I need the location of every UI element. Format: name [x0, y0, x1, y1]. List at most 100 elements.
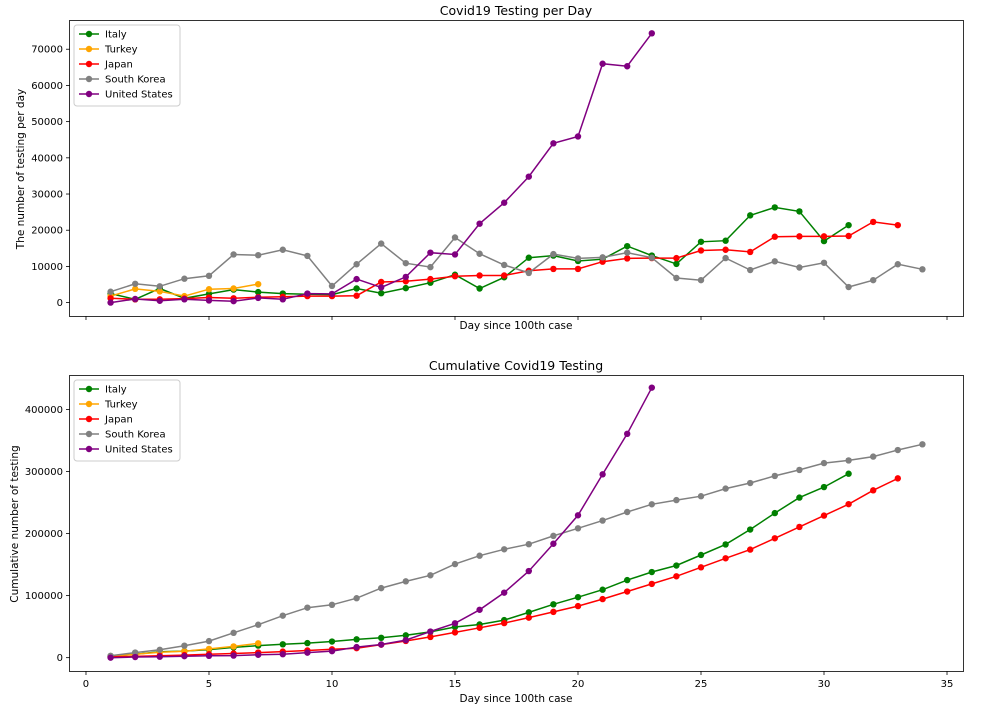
top-point-italy [771, 204, 779, 211]
top-chart-series [107, 30, 926, 306]
top-point-united-states [525, 173, 533, 180]
bottom-ytick-label: 200000 [25, 529, 63, 540]
top-point-south-korea [500, 261, 508, 269]
top-point-south-korea [181, 275, 188, 282]
top-point-turkey [230, 285, 237, 292]
top-point-italy [476, 285, 483, 292]
bottom-point-south-korea [624, 508, 631, 516]
bottom-point-south-korea [476, 552, 483, 559]
top-point-south-korea [353, 261, 360, 268]
top-point-south-korea [525, 269, 533, 277]
top-point-south-korea [328, 282, 336, 290]
bottom-legend-label-south-korea: South Korea [105, 430, 166, 441]
bottom-legend-label-japan: Japan [104, 415, 133, 426]
top-point-south-korea [894, 261, 902, 268]
bottom-legend-box [73, 379, 181, 462]
bottom-point-japan [796, 523, 803, 531]
bottom-point-united-states [230, 652, 237, 659]
bottom-point-united-states [205, 652, 213, 660]
bottom-point-united-states [107, 654, 114, 661]
bottom-point-united-states [279, 650, 286, 658]
top-legend-marker-italy [85, 30, 93, 38]
top-point-japan [870, 218, 877, 226]
top-point-united-states [500, 199, 508, 206]
top-point-south-korea [574, 255, 582, 262]
bottom-point-united-states [402, 636, 409, 644]
bottom-point-japan [648, 580, 656, 588]
top-point-south-korea [476, 250, 483, 257]
top-point-japan [377, 278, 385, 286]
top-point-united-states [156, 297, 163, 304]
bottom-xtick-label: 5 [206, 679, 212, 690]
top-legend-marker-united-states [85, 90, 93, 98]
top-point-south-korea [673, 274, 680, 282]
top-chart-xlabel: Day since 100th case [460, 320, 573, 332]
top-point-italy [722, 237, 729, 244]
bottom-point-south-korea [181, 642, 188, 649]
top-chart-legend: Italy Turkey Japan South Korea United States [73, 24, 181, 107]
bottom-point-south-korea [648, 501, 656, 508]
top-point-south-korea [820, 259, 828, 266]
bottom-point-united-states [500, 589, 508, 596]
bottom-point-south-korea [894, 446, 902, 454]
top-point-united-states [377, 284, 385, 291]
bottom-point-south-korea [500, 546, 508, 553]
bottom-point-south-korea [820, 459, 828, 467]
bottom-point-united-states [648, 384, 656, 391]
top-point-south-korea [427, 263, 434, 271]
bottom-point-japan [820, 512, 828, 519]
bottom-point-united-states [304, 649, 311, 656]
top-point-japan [476, 272, 483, 279]
top-point-japan [771, 233, 779, 240]
bottom-chart-ticks: 0 5 10 15 20 25 30 35 0 100000 200000 300000 400000 [25, 405, 954, 690]
bottom-point-turkey [230, 643, 237, 650]
top-point-italy [697, 238, 705, 245]
top-ytick-label: 30000 [31, 190, 63, 201]
top-point-united-states [574, 133, 582, 140]
bottom-point-south-korea [845, 457, 852, 464]
bottom-legend-marker-united-states [85, 445, 93, 453]
top-legend-box [73, 24, 181, 107]
top-chart: Covid19 Testing per Day Day since 100th … [15, 3, 964, 332]
top-legend-label-south-korea: South Korea [105, 75, 166, 86]
bottom-point-italy [353, 636, 360, 643]
bottom-xtick-label: 10 [326, 679, 339, 690]
bottom-point-united-states [427, 628, 434, 635]
top-point-japan [673, 254, 680, 262]
bottom-xtick-label: 35 [941, 679, 954, 690]
top-point-united-states [304, 290, 311, 297]
bottom-point-italy [820, 483, 828, 491]
top-point-japan [722, 246, 729, 253]
top-ytick-label: 70000 [31, 45, 63, 56]
bottom-point-italy [747, 526, 754, 533]
top-legend-label-united-states: United States [105, 90, 173, 101]
top-point-united-states [353, 275, 360, 283]
bottom-point-japan [894, 475, 902, 482]
bottom-point-south-korea [279, 612, 286, 619]
bottom-point-south-korea [722, 485, 729, 492]
bottom-point-south-korea [205, 637, 213, 645]
top-point-united-states [328, 290, 336, 298]
top-chart-title: Covid19 Testing per Day [440, 3, 593, 18]
bottom-xtick-label: 20 [572, 679, 585, 690]
top-point-south-korea [624, 249, 631, 256]
top-point-italy [796, 208, 803, 215]
bottom-point-united-states [254, 651, 262, 658]
bottom-point-south-korea [796, 466, 803, 474]
top-point-united-states [476, 220, 483, 227]
bottom-point-japan [427, 633, 434, 641]
bottom-chart-title: Cumulative Covid19 Testing [429, 358, 603, 373]
top-point-japan [353, 292, 360, 299]
bottom-point-italy [377, 634, 385, 642]
bottom-point-south-korea [377, 584, 385, 592]
bottom-point-turkey [205, 645, 213, 653]
bottom-line-south-korea [110, 443, 923, 657]
bottom-xtick-label: 0 [83, 679, 89, 690]
top-point-japan [624, 255, 631, 262]
bottom-point-united-states [328, 647, 336, 655]
top-point-italy [747, 212, 754, 219]
top-point-south-korea [205, 272, 213, 280]
bottom-ytick-label: 0 [57, 653, 63, 664]
